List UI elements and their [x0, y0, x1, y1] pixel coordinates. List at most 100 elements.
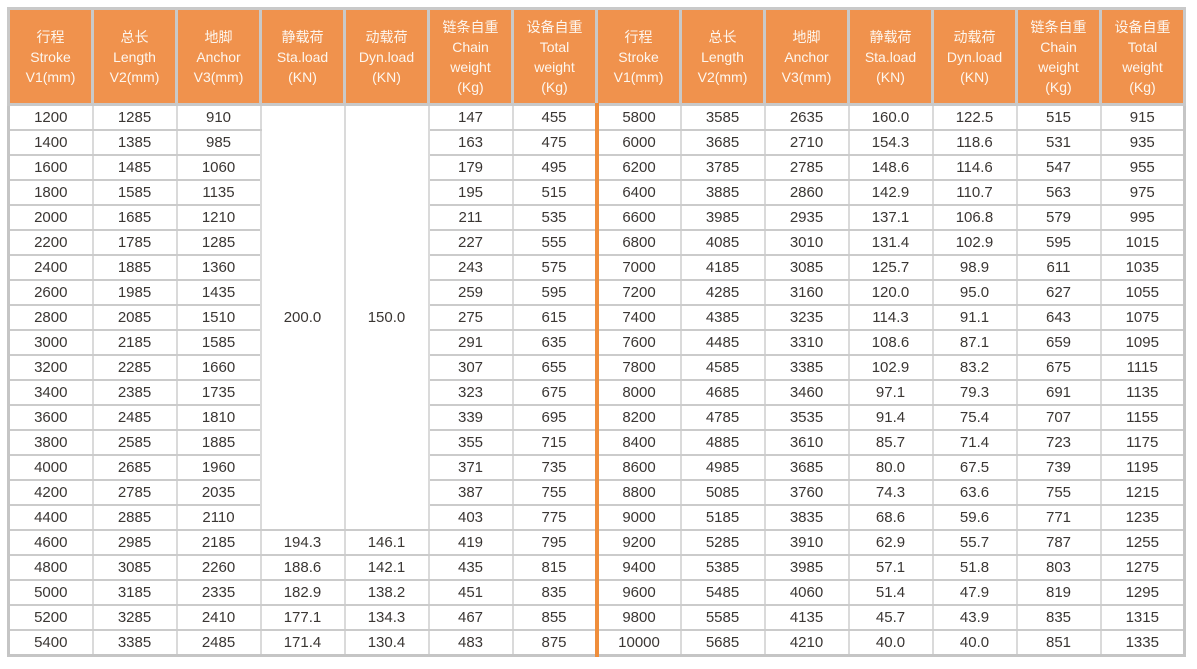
cell-anchor: 1135: [175, 179, 262, 206]
cell-stroke: 3400: [7, 379, 94, 406]
cell-chain-weight: 259: [427, 279, 514, 306]
cell-chain-weight: 723: [1015, 429, 1102, 456]
cell-length: 2085: [91, 304, 178, 331]
cell-anchor: 1885: [175, 429, 262, 456]
cell-total-weight: 535: [511, 204, 599, 231]
header-line: (KN): [960, 68, 989, 85]
cell-total-weight: 1155: [1099, 404, 1186, 431]
header-line: Chain: [452, 38, 489, 55]
cell-total-weight: 615: [511, 304, 599, 331]
cell-chain-weight: 755: [1015, 479, 1102, 506]
cell-stroke: 6200: [595, 154, 682, 181]
cell-length: 5585: [679, 604, 766, 631]
cell-anchor: 3910: [763, 529, 850, 556]
cell-length: 4885: [679, 429, 766, 456]
cell-total-weight: 1055: [1099, 279, 1186, 306]
cell-total-weight: 915: [1099, 103, 1186, 131]
cell-chain-weight: 531: [1015, 129, 1102, 156]
cell-length: 2585: [91, 429, 178, 456]
cell-dyn-load: 79.3: [931, 379, 1018, 406]
cell-total-weight: 595: [511, 279, 599, 306]
cell-sta-load: 188.6: [259, 554, 346, 581]
table-row: 4200 2785 2035 387 755 8800 5085 3760 74.3 63.6 75…: [7, 479, 1186, 506]
cell-dyn-load: 67.5: [931, 454, 1018, 481]
cell-total-weight: 975: [1099, 179, 1186, 206]
table-row: 3400 2385 1735 323 675 8000 4685 3460 97.1 79.3 69…: [7, 379, 1186, 406]
cell-total-weight: 1095: [1099, 329, 1186, 356]
cell-length: 5385: [679, 554, 766, 581]
cell-length: 5085: [679, 479, 766, 506]
cell-total-weight: 455: [511, 103, 599, 131]
cell-length: 3585: [679, 103, 766, 131]
cell-anchor: 1060: [175, 154, 262, 181]
cell-chain-weight: 147: [427, 103, 514, 131]
cell-length: 4385: [679, 304, 766, 331]
cell-stroke: 6400: [595, 179, 682, 206]
cell-anchor: 2410: [175, 604, 262, 631]
header-line: Anchor: [196, 48, 241, 65]
cell-length: 1385: [91, 129, 178, 156]
header-line: Sta.load: [276, 48, 329, 65]
cell-total-weight: 1115: [1099, 354, 1186, 381]
col-header-total-weight-left: 设备自重 Total weight (Kg): [511, 7, 598, 106]
cell-anchor: 2335: [175, 579, 262, 606]
col-header-dyn-load-left: 动载荷 Dyn.load (KN): [343, 7, 430, 106]
table-row: 1600 1485 1060 179 495 6200 3785 2785 148.6 114.6…: [7, 154, 1186, 181]
cell-sta-load: 108.6: [847, 329, 934, 356]
cell-length: 2485: [91, 404, 178, 431]
cell-total-weight: 755: [511, 479, 599, 506]
cell-anchor: 3460: [763, 379, 850, 406]
cell-stroke: 8800: [595, 479, 682, 506]
cell-stroke: 9400: [595, 554, 682, 581]
cell-stroke: 4800: [7, 554, 94, 581]
cell-stroke: 4000: [7, 454, 94, 481]
cell-length: 5485: [679, 579, 766, 606]
cell-chain-weight: 803: [1015, 554, 1102, 581]
header-line: Sta.load: [864, 48, 917, 65]
cell-anchor: 2935: [763, 204, 850, 231]
cell-stroke: 5000: [7, 579, 94, 606]
cell-sta-load: 74.3: [847, 479, 934, 506]
cell-length: 4785: [679, 404, 766, 431]
cell-chain-weight: 675: [1015, 354, 1102, 381]
cell-anchor: 3835: [763, 504, 850, 531]
cell-chain-weight: 435: [427, 554, 514, 581]
cell-dyn-load: 106.8: [931, 204, 1018, 231]
cell-dyn-load: 87.1: [931, 329, 1018, 356]
cell-chain-weight: 563: [1015, 179, 1102, 206]
cell-chain-weight: 595: [1015, 229, 1102, 256]
cell-chain-weight: 195: [427, 179, 514, 206]
cell-stroke: 9200: [595, 529, 682, 556]
cell-dyn-load: 55.7: [931, 529, 1018, 556]
cell-anchor: 3685: [763, 454, 850, 481]
cell-sta-load: 194.3: [259, 529, 346, 556]
spec-table-wrapper: 行程 Stroke V1(mm) 总长 Length V2(mm) 地脚 Anchor V3(m…: [7, 7, 1186, 657]
cell-length: 2385: [91, 379, 178, 406]
cell-total-weight: 935: [1099, 129, 1186, 156]
header-line: 总长: [120, 28, 149, 45]
cell-anchor: 910: [175, 103, 262, 131]
cell-anchor: 2710: [763, 129, 850, 156]
cell-total-weight: 1295: [1099, 579, 1186, 606]
cell-chain-weight: 739: [1015, 454, 1102, 481]
cell-length: 2985: [91, 529, 178, 556]
cell-anchor: 3760: [763, 479, 850, 506]
table-row: 3200 2285 1660 307 655 7800 4585 3385 102.9 83.2 6…: [7, 354, 1186, 381]
cell-stroke: 4400: [7, 504, 94, 531]
cell-stroke: 8000: [595, 379, 682, 406]
cell-chain-weight: 323: [427, 379, 514, 406]
cell-stroke: 8400: [595, 429, 682, 456]
cell-length: 3085: [91, 554, 178, 581]
table-row: 3000 2185 1585 291 635 7600 4485 3310 108.6 87.1 6…: [7, 329, 1186, 356]
cell-length: 1985: [91, 279, 178, 306]
cell-stroke: 2400: [7, 254, 94, 281]
header-row: 行程 Stroke V1(mm) 总长 Length V2(mm) 地脚 Anchor V3(m…: [7, 7, 1186, 106]
cell-chain-weight: 547: [1015, 154, 1102, 181]
cell-total-weight: 735: [511, 454, 599, 481]
cell-stroke: 1200: [7, 103, 94, 131]
col-header-sta-load-right: 静载荷 Sta.load (KN): [847, 7, 934, 106]
cell-dyn-load: 134.3: [343, 604, 430, 631]
cell-anchor: 1435: [175, 279, 262, 306]
cell-stroke: 1600: [7, 154, 94, 181]
cell-dyn-load: 95.0: [931, 279, 1018, 306]
